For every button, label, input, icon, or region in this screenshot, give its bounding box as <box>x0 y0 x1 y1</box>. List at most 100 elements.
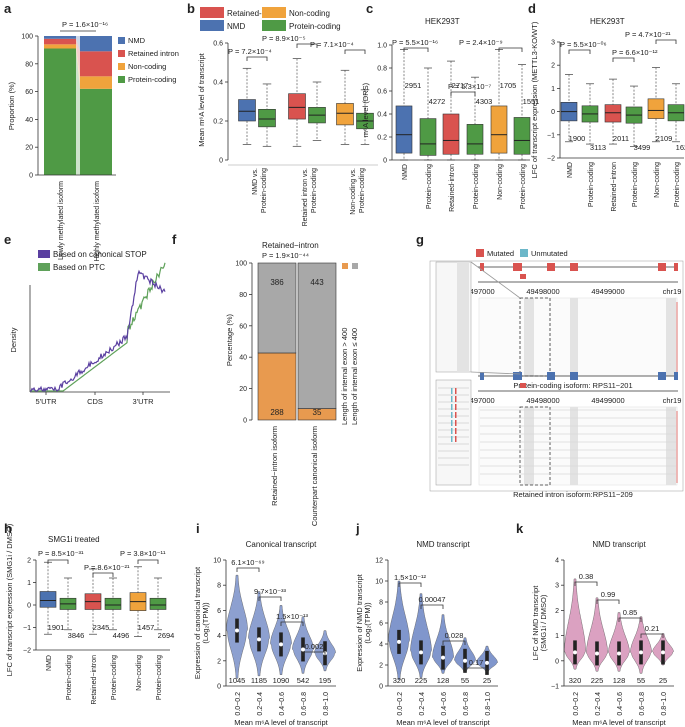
b-x-label: Retained intron vs. <box>302 168 309 226</box>
b-tick-label: 0.4 <box>213 80 223 87</box>
d-x-label: Protein-coding <box>674 162 681 207</box>
c-x-label: NMD <box>402 164 409 180</box>
b-legend-label: NMD <box>227 22 245 31</box>
c-tick-label: 0.6 <box>377 89 387 96</box>
f-tick-label: 80 <box>239 292 247 299</box>
i-pvalue: 6.1×10⁻⁶⁹ <box>231 558 264 567</box>
i-tick-label: 0 <box>217 684 221 691</box>
a-bar-retained-intron <box>80 51 112 77</box>
f-tick-label: 60 <box>239 323 247 330</box>
a-x-label: Highly methylated isoform <box>94 181 101 262</box>
j-count: 320 <box>393 676 406 685</box>
g-legend-label: Unmutated <box>531 249 568 258</box>
k-ylabel: (SMG1i / DMSO) <box>539 594 548 651</box>
g-bottom-coord: chr19 <box>663 396 682 405</box>
j-bracket <box>398 582 422 587</box>
k-bracket <box>574 581 598 586</box>
i-x-label: 0.4−0.6 <box>279 692 286 716</box>
g-zoom-left-band <box>457 262 469 372</box>
a-legend-label: Non-coding <box>128 62 166 71</box>
g-zoom-connector <box>470 371 521 375</box>
h-box <box>149 597 167 610</box>
b-x-label: Non-coding vs. <box>350 168 357 215</box>
g-bottom-exon <box>658 372 666 380</box>
panel-label-a: a <box>4 1 12 16</box>
d-x-label: Protein-coding <box>632 162 639 207</box>
i-median-dot <box>279 642 283 647</box>
i-tick-label: 10 <box>213 558 221 565</box>
h-x-label: Retained−intron <box>91 655 98 705</box>
i-pvalue: 0.002 <box>305 642 324 651</box>
panel-label-d: d <box>528 1 536 16</box>
a-bar-retained-intron <box>44 38 76 45</box>
a-connector <box>76 36 80 52</box>
d-x-label: Protein-coding <box>588 162 595 207</box>
h-tick-label: 1 <box>27 580 31 587</box>
h-count: 1457 <box>138 623 155 632</box>
c-bracket <box>450 91 476 96</box>
f-x-label: Retained−intron isoform <box>270 426 279 506</box>
i-ylabel: Expression of canonical transcript <box>193 566 202 679</box>
f-tick-label: 40 <box>239 355 247 362</box>
b-x-label: NMD vs. <box>252 168 259 195</box>
b-legend-label: Protein-coding <box>289 22 341 31</box>
g-read-dot <box>451 436 453 442</box>
b-box <box>258 109 276 128</box>
b-legend-swatch <box>262 20 286 31</box>
i-tick-label: 8 <box>217 583 221 590</box>
d-pvalue: P = 4.7×10⁻²¹ <box>625 30 671 39</box>
j-bracket <box>420 604 444 609</box>
g-bottom-coord: 49499000 <box>591 396 624 405</box>
k-violin <box>564 578 586 670</box>
h-x-label: NMD <box>46 655 53 671</box>
b-pvalue: P = 7.2×10⁻⁴ <box>228 47 272 56</box>
h-count: 4496 <box>113 631 130 640</box>
a-x-label: Lowly methylated isoform <box>58 181 65 260</box>
c-count: 1551 <box>523 97 540 106</box>
k-tick-label: 4 <box>555 558 559 565</box>
j-pvalue: 1.5×10⁻¹² <box>394 573 427 582</box>
j-tick-label: 10 <box>375 579 383 586</box>
b-box <box>288 93 306 120</box>
k-x-label: 0.8−1.0 <box>661 692 668 716</box>
a-tick-label: 80 <box>25 61 33 68</box>
k-count: 25 <box>659 676 667 685</box>
g-read-dot <box>455 404 457 410</box>
i-x-label: 0.0−0.2 <box>235 692 242 716</box>
a-bar-non-coding <box>80 76 112 89</box>
h-tick-label: 2 <box>27 558 31 565</box>
f-bar-long <box>297 262 337 409</box>
a-tick-label: 20 <box>25 145 33 152</box>
d-x-label: NMD <box>567 162 574 178</box>
h-tick-label: 0 <box>27 603 31 610</box>
d-count: 1625 <box>676 143 685 152</box>
b-pvalue: P = 8.9×10⁻⁵ <box>262 34 306 43</box>
d-bracket <box>655 39 677 44</box>
e-legend-label: Based on canonical STOP <box>53 250 147 259</box>
h-box <box>39 591 57 608</box>
b-legend-swatch <box>262 7 286 18</box>
i-median-dot <box>257 637 261 642</box>
i-x-label: 0.8−1.0 <box>323 692 330 716</box>
f-tick-label: 0 <box>243 418 247 425</box>
a-bar-nmd <box>80 36 112 52</box>
g-zoom-left <box>435 379 472 486</box>
g-bottom-exon <box>674 372 678 380</box>
b-legend-label: Retained-intron <box>227 9 282 18</box>
i-median-dot <box>235 628 239 633</box>
d-tick-label: 2 <box>551 63 555 70</box>
i-x-label: 0.6−0.8 <box>301 692 308 716</box>
b-tick-label: 0 <box>219 158 223 165</box>
g-top-exon-band <box>570 298 578 376</box>
g-top-exon-band <box>666 298 676 376</box>
c-x-label: Retained-intron <box>449 164 456 212</box>
d-x-label: Non-coding <box>654 162 661 198</box>
d-count: 3113 <box>590 143 606 152</box>
k-tick-label: −1 <box>551 684 559 691</box>
a-legend-swatch <box>118 76 125 83</box>
e-ylabel: Density <box>9 327 18 352</box>
a-bar-nmd <box>44 36 76 39</box>
k-tick-label: 0 <box>555 658 559 665</box>
i-count: 1045 <box>229 676 246 685</box>
i-pvalue: 9.7×10⁻³³ <box>254 587 287 596</box>
